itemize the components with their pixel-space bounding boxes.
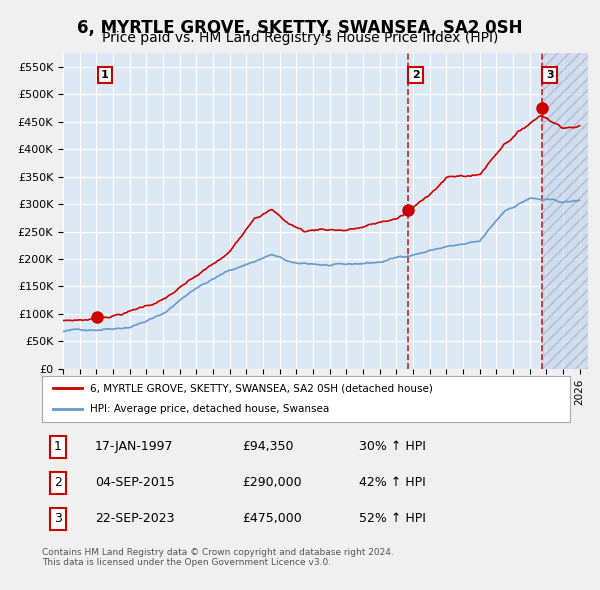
Text: 30% ↑ HPI: 30% ↑ HPI <box>359 440 425 453</box>
Text: 3: 3 <box>54 512 62 525</box>
Text: 42% ↑ HPI: 42% ↑ HPI <box>359 476 425 489</box>
Text: £475,000: £475,000 <box>242 512 302 525</box>
Text: 22-SEP-2023: 22-SEP-2023 <box>95 512 175 525</box>
Text: 17-JAN-1997: 17-JAN-1997 <box>95 440 173 453</box>
Text: £290,000: £290,000 <box>242 476 302 489</box>
Bar <box>542 53 588 369</box>
Text: 1: 1 <box>101 70 109 80</box>
Text: 52% ↑ HPI: 52% ↑ HPI <box>359 512 425 525</box>
Text: £94,350: £94,350 <box>242 440 294 453</box>
Text: 2: 2 <box>412 70 419 80</box>
Text: 2: 2 <box>54 476 62 489</box>
Text: HPI: Average price, detached house, Swansea: HPI: Average price, detached house, Swan… <box>89 404 329 414</box>
Text: Contains HM Land Registry data © Crown copyright and database right 2024.
This d: Contains HM Land Registry data © Crown c… <box>42 548 394 567</box>
Text: 3: 3 <box>546 70 553 80</box>
Text: 1: 1 <box>54 440 62 453</box>
Text: 6, MYRTLE GROVE, SKETTY, SWANSEA, SA2 0SH: 6, MYRTLE GROVE, SKETTY, SWANSEA, SA2 0S… <box>77 19 523 37</box>
Text: 04-SEP-2015: 04-SEP-2015 <box>95 476 175 489</box>
Text: Price paid vs. HM Land Registry's House Price Index (HPI): Price paid vs. HM Land Registry's House … <box>102 31 498 45</box>
Text: 6, MYRTLE GROVE, SKETTY, SWANSEA, SA2 0SH (detached house): 6, MYRTLE GROVE, SKETTY, SWANSEA, SA2 0S… <box>89 384 433 394</box>
